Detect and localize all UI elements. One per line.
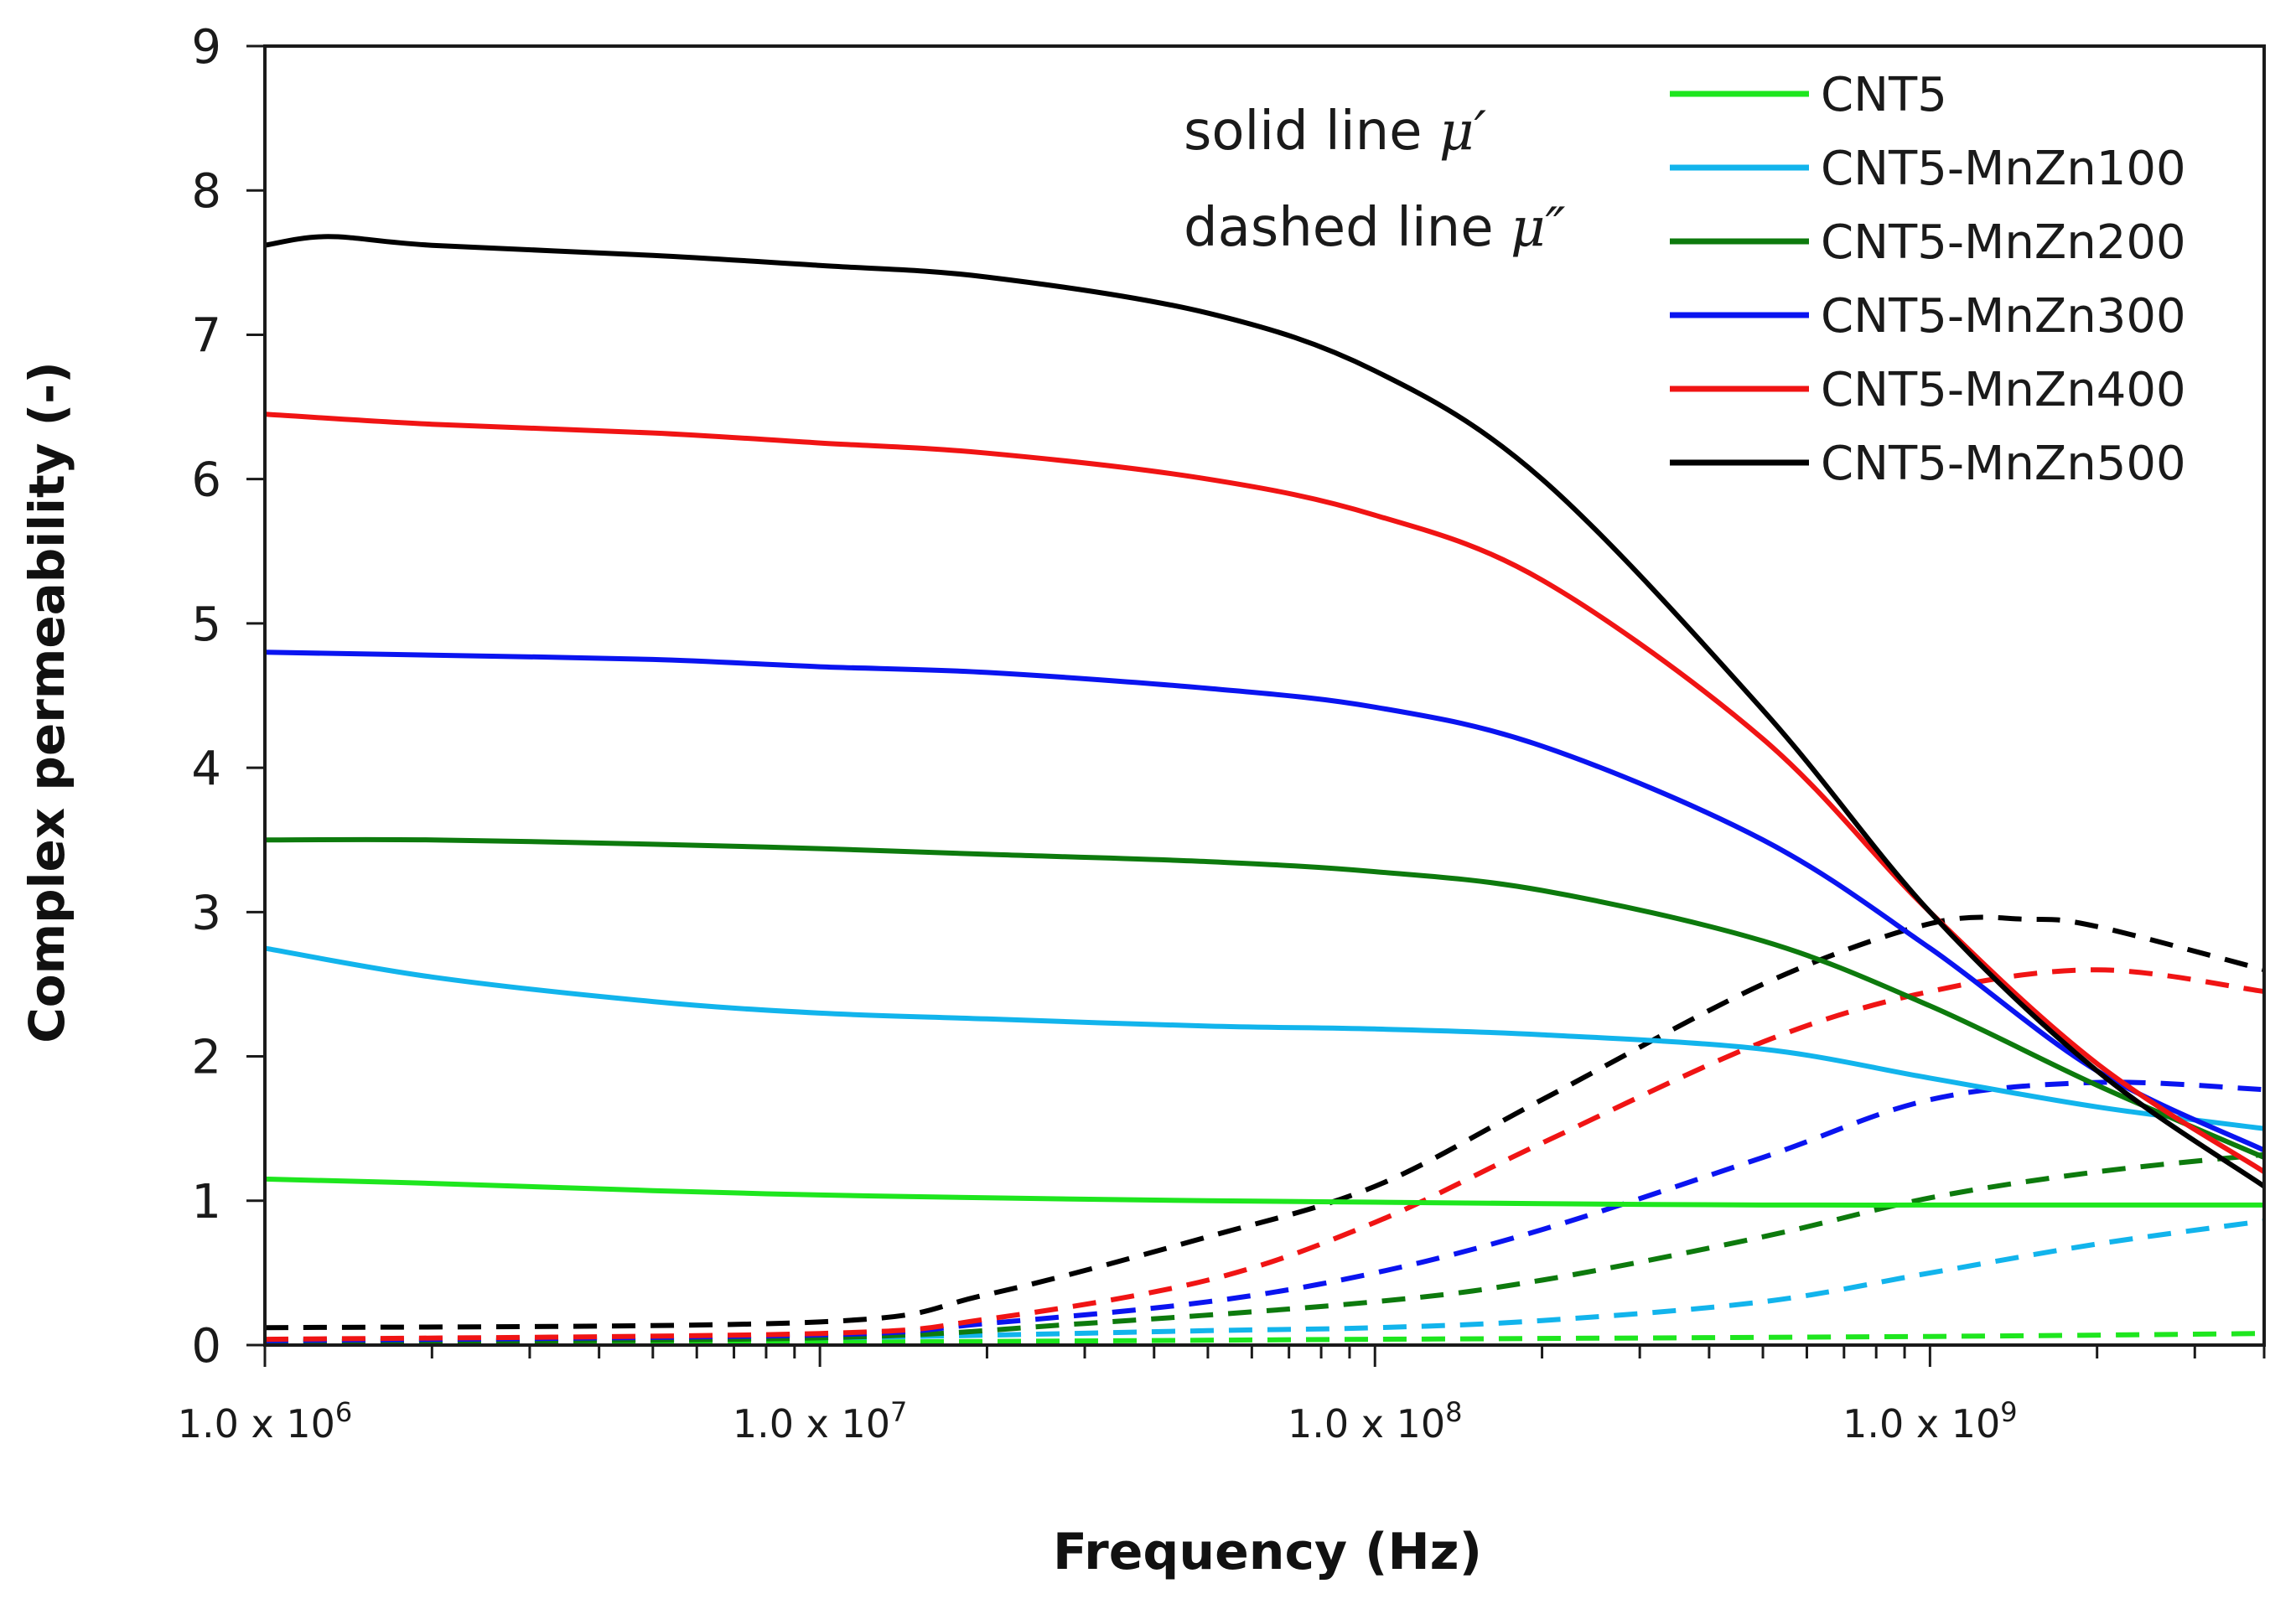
x-tick-label: 1.0 x 108 [1288,1396,1463,1446]
series-cnt5-mnzn200-mu-real-line [265,836,2264,1160]
series-cnt5-mu-imag-line [265,1331,2264,1345]
plot-area-frame [263,44,2266,1347]
y-tick-label: 3 [191,886,221,940]
y-tick-label: 5 [191,598,221,652]
legend-label-cnt5-mnzn400: CNT5-MnZn400 [1821,363,2186,417]
legend-label-cnt5-mnzn100: CNT5-MnZn100 [1821,142,2186,196]
legend-label-cnt5-mnzn200: CNT5-MnZn200 [1821,215,2186,270]
legend-label-cnt5-mnzn500: CNT5-MnZn500 [1821,437,2186,491]
series-cnt5-mnzn300-mu-real-line [265,649,2264,1153]
series-layer [265,234,2264,1345]
y-tick-label: 4 [191,742,221,796]
y-tick-label: 7 [191,308,221,363]
x-tick-label: 1.0 x 106 [178,1396,353,1446]
series-cnt5-mnzn400-mu-imag-line [265,967,2264,1343]
y-axis-title: Complex permeability (-) [18,361,75,1043]
x-tick-label: 1.0 x 107 [733,1396,908,1446]
x-axis-title: Frequency (Hz) [1053,1523,1482,1581]
y-tick-label: 2 [191,1031,221,1085]
y-tick-label: 8 [191,164,221,219]
annotations: solid line μ′ dashed line μ″ [1184,101,1566,259]
series-cnt5-mu-real-line [265,1176,2264,1208]
annotation-dashed-line: dashed line μ″ [1184,197,1566,259]
x-tick-label: 1.0 x 109 [1843,1396,2018,1446]
legend-label-cnt5: CNT5 [1821,68,1947,122]
y-tick-label: 1 [191,1175,221,1229]
series-cnt5-mnzn200-mu-imag-line [265,1151,2264,1345]
legend-label-cnt5-mnzn300: CNT5-MnZn300 [1821,289,2186,344]
series-cnt5-mnzn100-mu-imag-line [265,1218,2264,1345]
x-axis: 1.0 x 106 1.0 x 107 1.0 x 108 1.0 x 109 [178,1345,2266,1446]
y-tick-label: 6 [191,453,221,508]
y-axis: 0 1 2 3 4 5 6 7 8 9 [191,20,265,1374]
annotation-solid-line: solid line μ′ [1184,101,1486,163]
y-tick-label: 9 [191,20,221,75]
series-cnt5-mnzn100-mu-real-line [265,945,2264,1131]
legend: CNT5 CNT5-MnZn100 CNT5-MnZn200 CNT5-MnZn300… [1670,68,2186,491]
series-cnt5-mnzn500-mu-imag-line [265,914,2264,1331]
series-cnt5-mnzn500-mu-real-line [265,234,2264,1189]
y-tick-label: 0 [191,1319,221,1374]
